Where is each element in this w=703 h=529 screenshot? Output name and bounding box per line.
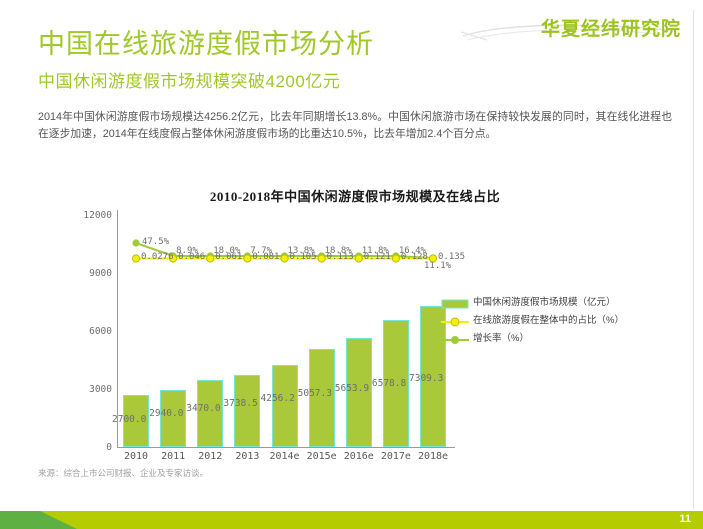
x-tick-label: 2011 (161, 451, 186, 462)
x-tick-label: 2010 (123, 451, 149, 462)
x-tick-label: 2018e (417, 451, 449, 462)
bar-value-label: 2940.0 (149, 408, 184, 420)
x-tick-label: 2013 (235, 451, 260, 462)
bar (123, 394, 149, 447)
bar-value-label: 5653.9 (334, 382, 370, 394)
bar (420, 305, 446, 447)
x-tick-label: 2016e (343, 451, 374, 462)
page-subtitle: 中国休闲游度假市场规模突破4200亿元 (38, 72, 341, 91)
bar-value-label: 6578.8 (371, 377, 407, 389)
footer-bar: 11 (0, 511, 703, 529)
growth-rate-point-label: 7.7% (250, 246, 273, 256)
online-share-point-label: 0.121 (363, 252, 391, 262)
chart-legend: 中国休闲游度假市场规模（亿元） 在线旅游度假在整体中的占比（%） 增长率（%） (441, 297, 669, 346)
online-share-point-label: 0.105 (289, 252, 317, 262)
logo-text: 华夏经纬研究院 (540, 19, 681, 40)
slide-right-border (693, 10, 694, 509)
bar (234, 374, 261, 447)
legend-item-online-share: 在线旅游度假在整体中的占比（%） (441, 315, 669, 328)
page-title: 中国在线旅游度假市场分析 (38, 29, 374, 59)
source-note: 来源：综合上市公司财报、企业及专家访谈。 (38, 468, 209, 478)
growth-rate-point-label: 11.8% (361, 246, 389, 256)
x-tick-label: 2015e (306, 451, 337, 462)
footer-light-block (40, 511, 703, 529)
bar-value-label: 7309.3 (409, 372, 444, 384)
bar (382, 319, 409, 447)
legend-item-market-size: 中国休闲游度假市场规模（亿元） (441, 297, 669, 310)
growth-rate-point-label: 47.5% (142, 237, 170, 247)
company-logo: 华夏经纬研究院 (461, 14, 681, 50)
bar (271, 364, 298, 447)
logo-swoosh-icon (461, 24, 670, 41)
y-tick-label: 6000 (89, 326, 112, 337)
growth-rate-point-label: 18.8% (324, 246, 352, 256)
online-share-point-label: 0.128 (400, 252, 428, 262)
x-tick-label: 2012 (198, 451, 223, 462)
bar (197, 379, 224, 447)
bar-value-label: 3738.5 (223, 398, 258, 410)
bar (160, 390, 187, 447)
growth-rate-point-label: 8.9% (176, 246, 198, 256)
bar-swatch-icon (441, 298, 473, 310)
y-tick-label: 3000 (89, 384, 112, 395)
legend-label: 在线旅游度假在整体中的占比（%） (473, 315, 624, 326)
bar-value-label: 4256.2 (260, 393, 295, 405)
chart-title: 2010-2018年中国休闲游度假市场规模及在线占比 (209, 189, 501, 204)
legend-label: 中国休闲游度假市场规模（亿元） (473, 297, 616, 308)
y-tick-label: 0 (106, 442, 112, 453)
green-line-marker-icon (441, 334, 473, 346)
page-number: 11 (679, 513, 691, 525)
bar-value-label: 3470.0 (186, 403, 221, 415)
bar-value-label: 5057.3 (297, 388, 332, 399)
bar (308, 349, 335, 447)
x-axis-line (117, 447, 455, 448)
online-share-point-label: 0.113 (326, 252, 354, 262)
online-share-point-label: 0.081 (252, 252, 280, 262)
yellow-line-marker-icon (441, 316, 473, 328)
y-tick-label: 12000 (83, 210, 112, 221)
x-tick-label: 2017e (380, 451, 411, 462)
growth-rate-point-label: 13.8% (287, 246, 315, 256)
online-share-point-label: 0.0276 (141, 252, 174, 262)
body-paragraph: 2014年中国休闲游度假市场规模达4256.2亿元，比去年同期增长13.8%。中… (38, 111, 672, 141)
online-share-point-label: 0.046 (178, 252, 206, 262)
growth-rate-point-label: 11.1% (424, 261, 452, 271)
y-axis-line (117, 210, 118, 447)
online-share-point-label: 0.135 (438, 252, 466, 262)
growth-rate-point-label: 16.4% (398, 246, 426, 256)
y-tick-label: 9000 (89, 268, 112, 279)
online-share-point-label: 0.061 (215, 252, 243, 262)
x-tick-label: 2014e (269, 451, 300, 462)
legend-item-growth-rate: 增长率（%） (441, 333, 669, 346)
bar-value-label: 2700.0 (112, 413, 147, 425)
bar (345, 337, 372, 447)
growth-rate-point-label: 18.0% (213, 246, 241, 256)
legend-label: 增长率（%） (473, 333, 529, 344)
